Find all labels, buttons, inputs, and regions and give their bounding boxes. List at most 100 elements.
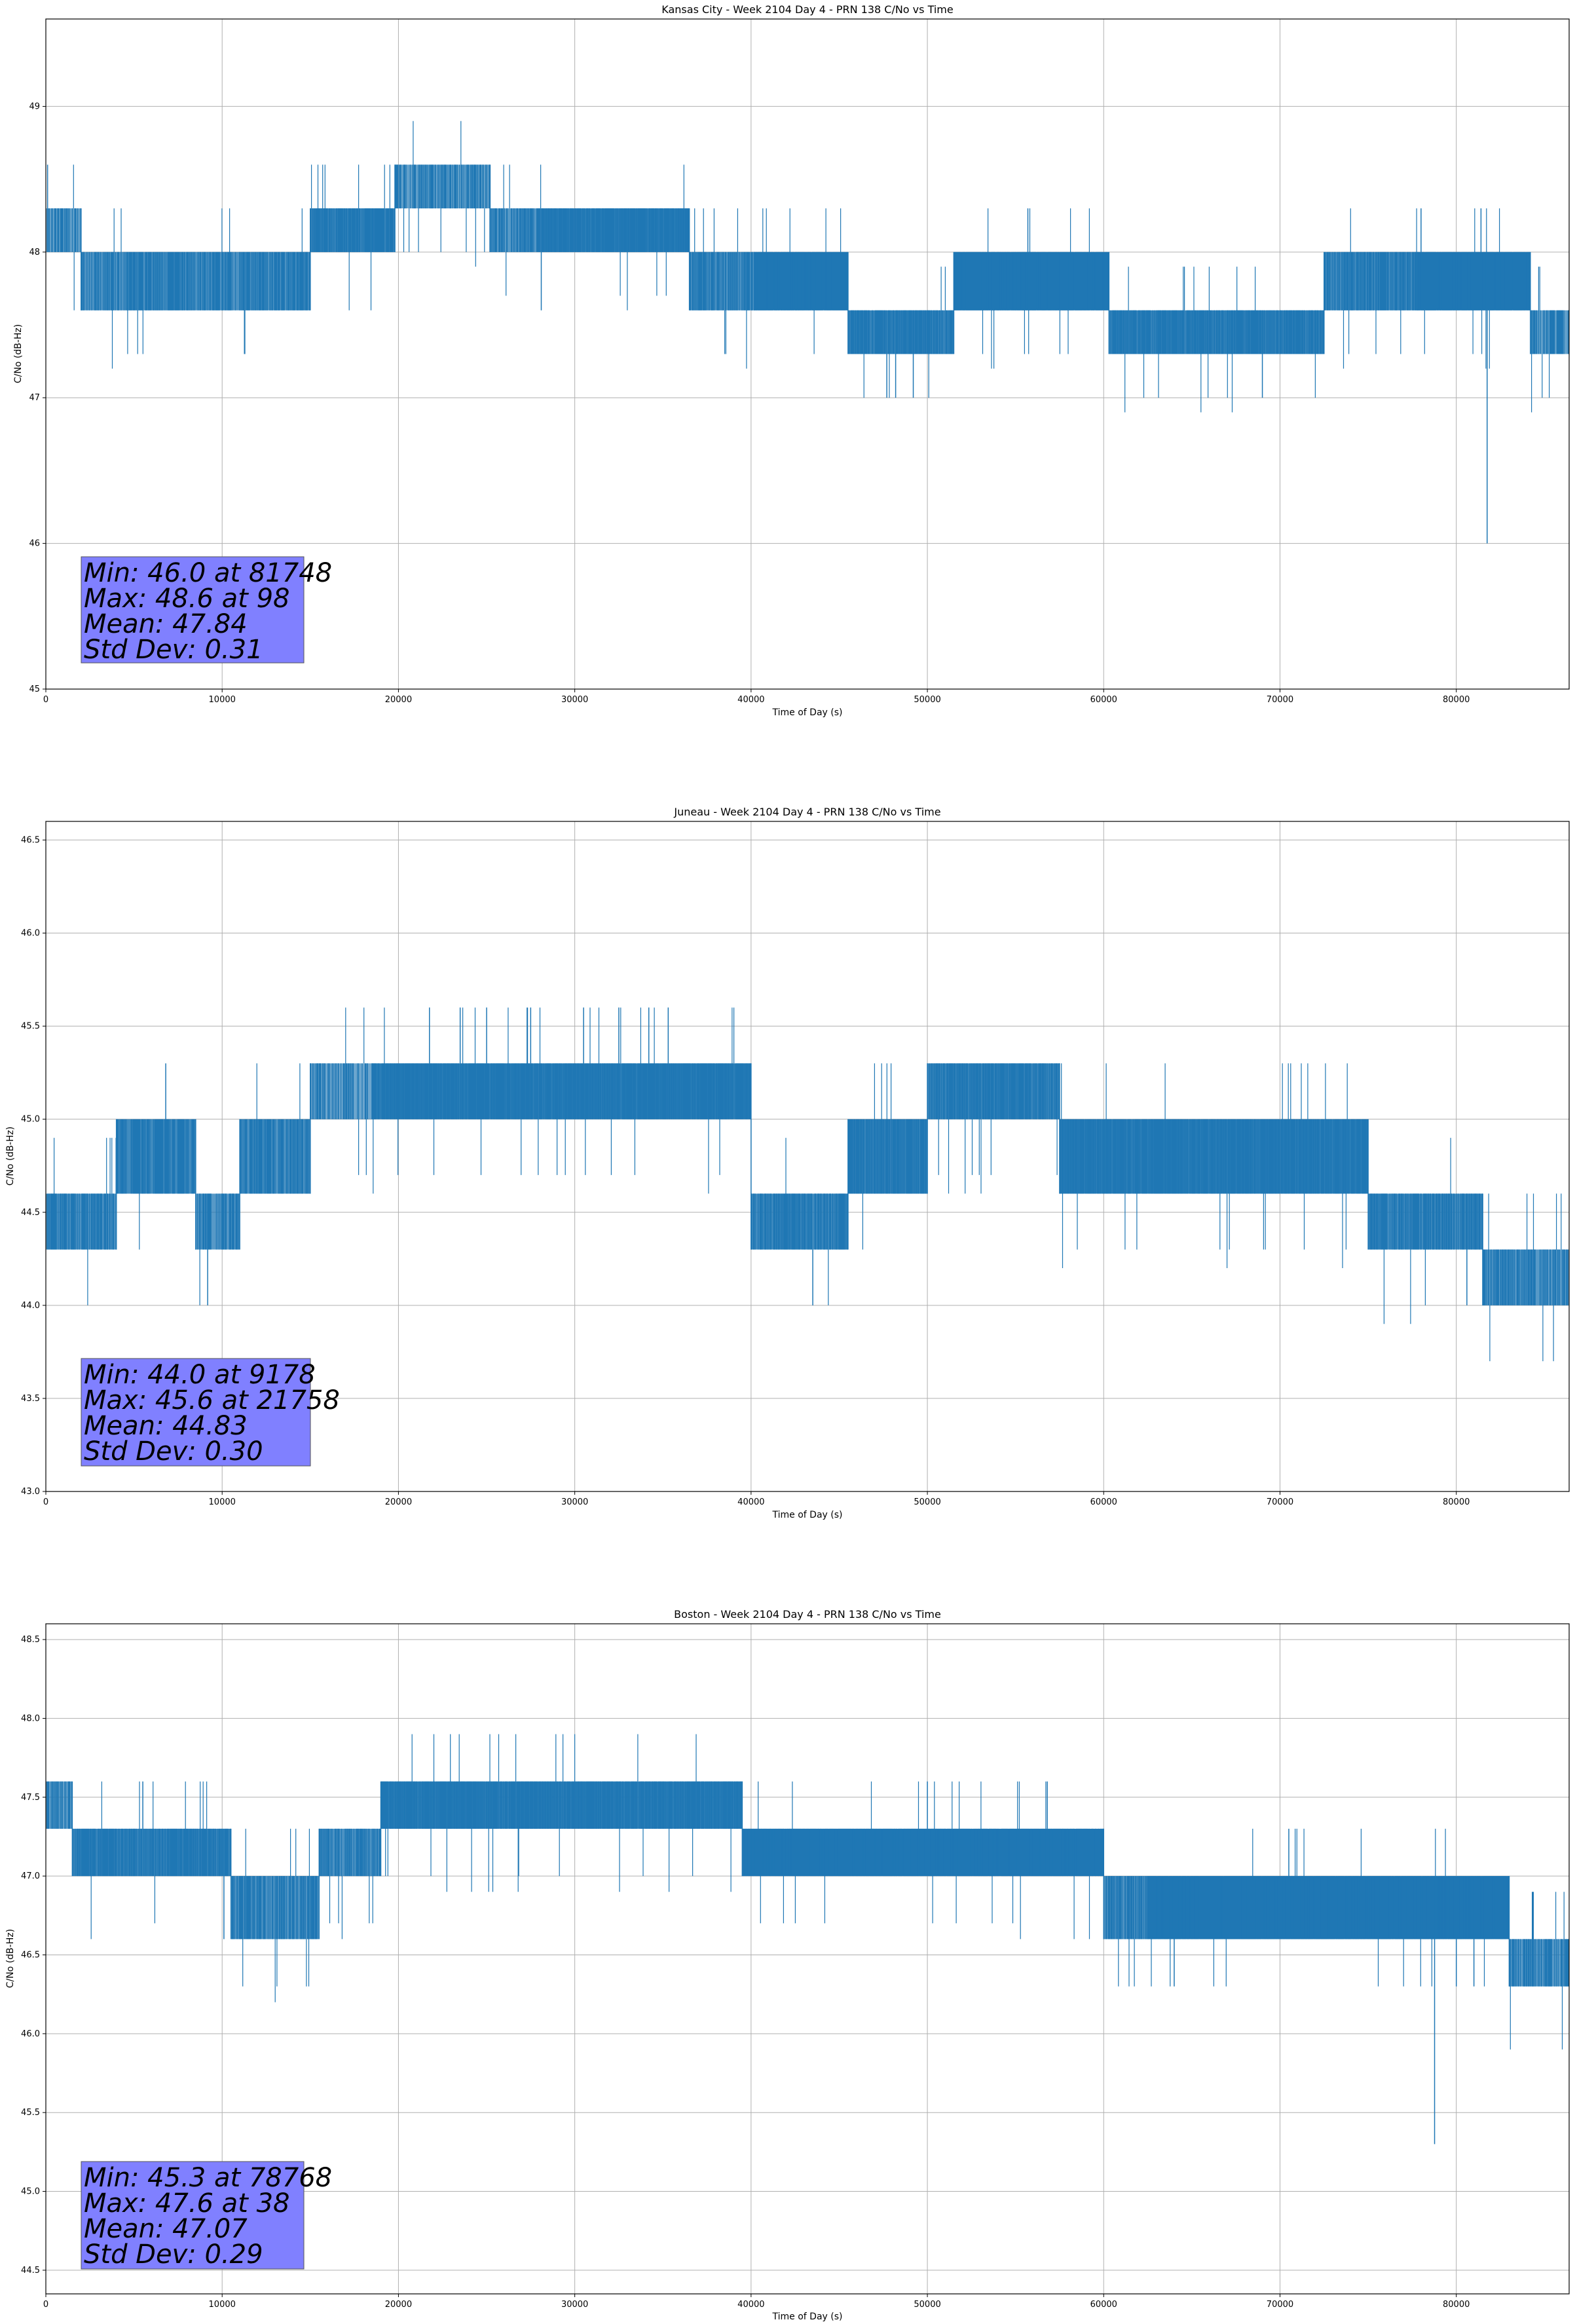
y-tick-label: 47.0	[21, 1871, 40, 1881]
x-tick-label: 20000	[385, 1497, 412, 1507]
y-tick-label: 47	[29, 393, 40, 403]
plot-frame	[45, 1623, 1570, 2295]
x-tick-label: 20000	[385, 2300, 412, 2310]
x-tick-labels: 0 10000 20000 30000 40000 50000 60000 70000 8000…	[43, 1491, 1470, 1507]
series-trace	[310, 164, 396, 310]
series-trace	[1108, 267, 1324, 413]
stats-std-dev: Std Dev: 0.29	[84, 2240, 263, 2270]
x-tick-label: 80000	[1443, 1497, 1470, 1507]
stats-box: Min: 44.0 at 9178 Max: 45.6 at 21758 Mea…	[81, 1358, 340, 1467]
stats-box: Min: 46.0 at 81748 Max: 48.6 at 98 Mean:…	[81, 556, 332, 665]
plot-frame	[45, 821, 1570, 1492]
y-tick-label: 48.5	[21, 1635, 40, 1645]
y-tick-label: 43.0	[21, 1487, 40, 1497]
y-tick-label: 45.0	[21, 2187, 40, 2197]
y-tick-label: 48.0	[21, 1714, 40, 1723]
series-trace	[491, 164, 540, 296]
series-trace	[319, 1828, 381, 1940]
x-tick-label: 30000	[561, 695, 588, 705]
y-tick-label: 44.5	[21, 1208, 40, 1218]
x-tick-labels: 0 10000 20000 30000 40000 50000 60000 70000 8000…	[43, 689, 1470, 705]
y-tick-labels: 43.0 43.5 44.0 44.5 45.0 45.5 46.0 46.5	[21, 835, 46, 1497]
x-tick-label: 20000	[385, 695, 412, 705]
stats-min: Min: 46.0 at 81748	[84, 558, 332, 588]
stats-max: Max: 48.6 at 98	[84, 584, 289, 614]
stats-box-background	[81, 2161, 305, 2270]
x-tick-label: 30000	[561, 1497, 588, 1507]
series-trace	[1324, 208, 1417, 369]
series-trace	[239, 1063, 310, 1194]
x-tick-label: 70000	[1267, 2300, 1293, 2310]
chart-title: Kansas City - Week 2104 Day 4 - PRN 138 …	[661, 3, 953, 16]
series-trace	[46, 1781, 73, 1829]
y-axis-label: C/No (dB-Hz)	[5, 1127, 16, 1186]
y-axis-label: C/No (dB-Hz)	[5, 1929, 16, 1988]
series-trace	[927, 1063, 1060, 1194]
y-tick-label: 44.0	[21, 1301, 40, 1311]
plot-area	[46, 121, 1569, 544]
chart-panel-kansas-city: Kansas City - Week 2104 Day 4 - PRN 138 …	[13, 3, 1570, 718]
y-tick-label: 48	[29, 248, 40, 257]
stats-mean: Mean: 47.07	[84, 2214, 248, 2244]
x-tick-label: 40000	[737, 2300, 764, 2310]
series-trace	[953, 208, 1109, 369]
series-trace	[380, 1734, 743, 1892]
series-trace	[1531, 267, 1569, 413]
x-tick-label: 60000	[1090, 1497, 1117, 1507]
stats-min: Min: 45.3 at 78768	[84, 2163, 332, 2193]
x-tick-label: 10000	[209, 2300, 236, 2310]
stats-std-dev: Std Dev: 0.30	[84, 1436, 263, 1467]
chart-panel-juneau: Juneau - Week 2104 Day 4 - PRN 138 C/No …	[5, 806, 1570, 1520]
y-tick-label: 45	[29, 684, 40, 694]
x-tick-label: 0	[43, 1497, 48, 1507]
stats-std-dev: Std Dev: 0.31	[84, 635, 263, 665]
series-trace	[1417, 208, 1531, 369]
series-trace	[1147, 1828, 1510, 1987]
chart-title: Boston - Week 2104 Day 4 - PRN 138 C/No …	[674, 1608, 941, 1621]
series-trace	[1059, 1063, 1368, 1268]
x-tick-label: 0	[43, 695, 48, 705]
plot-area	[46, 1007, 1569, 1362]
chart-title: Juneau - Week 2104 Day 4 - PRN 138 C/No …	[673, 806, 940, 818]
x-tick-label: 60000	[1090, 2300, 1117, 2310]
y-tick-label: 46	[29, 539, 40, 549]
x-tick-label: 40000	[737, 695, 764, 705]
y-tick-label: 45.5	[21, 1022, 40, 1032]
series-trace	[310, 1007, 368, 1175]
y-tick-label: 47.5	[21, 1793, 40, 1803]
stats-max: Max: 45.6 at 21758	[84, 1385, 340, 1415]
x-axis-label: Time of Day (s)	[772, 1510, 843, 1520]
stats-max: Max: 47.6 at 38	[84, 2188, 289, 2219]
stats-box-background	[81, 1358, 311, 1467]
chart-panel-boston: Boston - Week 2104 Day 4 - PRN 138 C/No …	[5, 1608, 1570, 2322]
stats-min: Min: 44.0 at 9178	[84, 1360, 316, 1390]
y-tick-label: 46.0	[21, 2029, 40, 2039]
x-tick-label: 40000	[737, 1497, 764, 1507]
x-tick-label: 80000	[1443, 695, 1470, 705]
y-tick-labels: 45 46 47 48 49	[29, 102, 46, 694]
series-trace	[231, 1828, 318, 2002]
y-axis-label: C/No (dB-Hz)	[13, 324, 24, 383]
x-tick-label: 60000	[1090, 695, 1117, 705]
series-trace	[1369, 1138, 1483, 1324]
series-trace	[46, 1138, 117, 1305]
stats-box: Min: 45.3 at 78768 Max: 47.6 at 38 Mean:…	[81, 2161, 332, 2270]
stats-mean: Mean: 44.83	[84, 1411, 248, 1441]
plot-frame	[45, 18, 1570, 690]
x-tick-label: 70000	[1267, 695, 1293, 705]
gridlines	[45, 1624, 1569, 2294]
x-axis-label: Time of Day (s)	[772, 707, 843, 718]
y-tick-label: 49	[29, 102, 40, 111]
y-tick-labels: 44.5 45.0 45.5 46.0 46.5 47.0 47.5 48.0 48.5	[21, 1635, 46, 2276]
series-trace	[847, 267, 954, 398]
x-tick-label: 50000	[914, 2300, 940, 2310]
x-tick-label: 0	[43, 2300, 48, 2310]
series-trace	[741, 1781, 1104, 1940]
y-tick-label: 45.5	[21, 2108, 40, 2118]
series-trace	[72, 1781, 231, 1940]
x-tick-label: 80000	[1443, 2300, 1470, 2310]
x-tick-label: 10000	[209, 1497, 236, 1507]
y-tick-label: 45.0	[21, 1115, 40, 1125]
y-tick-label: 44.5	[21, 2266, 40, 2276]
